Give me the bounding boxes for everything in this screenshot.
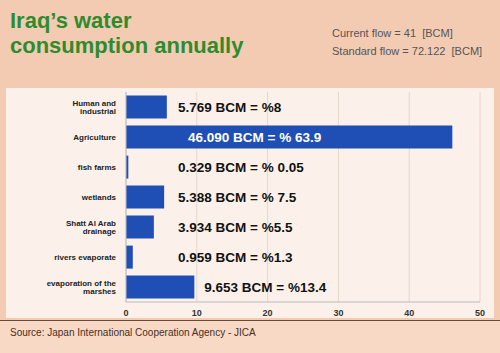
svg-text:Agriculture: Agriculture — [73, 133, 116, 142]
html-text:Standard flow = 72.122 [BCM]: Standard flow = 72.122 [BCM] — [332, 45, 483, 57]
svg-text:3.934 BCM = %5.5: 3.934 BCM = %5.5 — [178, 220, 293, 235]
svg-text:fish farms: fish farms — [78, 163, 117, 172]
svg-text:wetlands: wetlands — [81, 193, 117, 202]
svg-text:10: 10 — [192, 308, 202, 318]
svg-text:5.769 BCM = %8: 5.769 BCM = %8 — [178, 100, 282, 115]
svg-text:Shatt Al Arabdrainage: Shatt Al Arabdrainage — [66, 219, 117, 236]
svg-text:0: 0 — [123, 308, 128, 318]
svg-text:40: 40 — [404, 308, 414, 318]
svg-text:rivers evaporate: rivers evaporate — [54, 253, 116, 262]
svg-text:evaporation of themarshes: evaporation of themarshes — [47, 279, 117, 296]
svg-text:50: 50 — [475, 308, 485, 318]
svg-text:46.090 BCM = % 63.9: 46.090 BCM = % 63.9 — [188, 130, 321, 145]
svg-text:5.388 BCM = % 7.5: 5.388 BCM = % 7.5 — [178, 190, 297, 205]
svg-text:Human andindustrial: Human andindustrial — [72, 99, 116, 116]
svg-text:0.329 BCM = % 0.05: 0.329 BCM = % 0.05 — [178, 160, 304, 175]
svg-text:20: 20 — [263, 308, 273, 318]
html-text:Current flow = 41 [BCM]: Current flow = 41 [BCM] — [332, 27, 453, 39]
html-text:Iraq’s water consumption annua: Iraq’s water consumption annually — [10, 8, 244, 58]
html-text:Source: Japan International Co: Source: Japan International Cooperation … — [10, 327, 256, 338]
svg-text:30: 30 — [333, 308, 343, 318]
svg-text:9.653 BCM = %13.4: 9.653 BCM = %13.4 — [204, 280, 326, 295]
svg-text:0.959 BCM = %1.3: 0.959 BCM = %1.3 — [178, 250, 293, 265]
